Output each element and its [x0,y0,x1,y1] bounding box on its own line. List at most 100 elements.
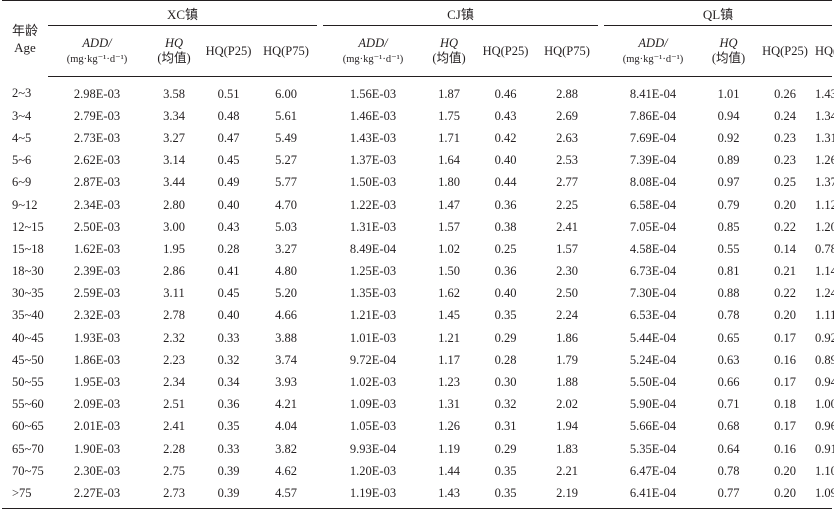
ql-hq-p25-cell: 0.18 [774,397,796,412]
ql-hq-p25-cell: 0.23 [774,153,796,168]
cj-add-cell: 1.31E-03 [349,219,397,234]
xc-hq-mean-cell: 3.14 [163,153,185,168]
ql-add-cell: 7.69E-04 [629,130,677,145]
ql-hq-p25-cell: 0.16 [774,441,796,456]
cj-add-cell: 9.72E-04 [349,352,397,367]
xc-add-cell: 1.62E-03 [73,241,121,256]
table-body: 2~3 2.98E-03 3.58 0.51 6.00 1.56E-03 1.87 0.46 2… [2,77,834,509]
xc-hq-p25-cell: 0.49 [217,175,240,190]
ql-hq-p75-cell: 0.78 [815,241,834,256]
xc-hq-p75-cell: 4.21 [275,397,297,412]
xc-hq-p75-cell: 4.04 [275,419,297,434]
xc-hq-p25-cell: 0.40 [217,197,240,212]
xc-hq-p75-header: HQ(P75) [255,25,317,77]
cj-hq-p75-cell: 1.88 [556,375,578,390]
ql-add-cell: 5.24E-04 [629,352,677,367]
age-cell: 35~40 [12,308,44,323]
ql-hq-p75-cell: 0.92 [815,330,834,345]
xc-hq-mean-cell: 2.75 [163,463,185,478]
xc-hq-p75-cell: 4.70 [275,197,297,212]
cj-add-cell: 1.46E-03 [349,108,397,123]
table-row: 50~55 1.95E-03 2.34 0.34 3.93 1.02E-03 1.23 0.3… [2,371,834,393]
cj-hq-mean-cell: 1.23 [438,375,460,390]
xc-hq-mean-cell: 3.44 [163,175,185,190]
xc-hq-p75-cell: 3.74 [275,352,297,367]
group-cj: CJ镇 [323,1,598,26]
cj-hq-mean-cell: 1.87 [438,86,460,101]
cj-add-cell: 1.21E-03 [349,308,397,323]
ql-hq-p25-cell: 0.14 [774,241,796,256]
xc-hq-mean-cell: 3.00 [163,219,185,234]
age-cell: 9~12 [12,197,38,212]
ql-add-cell: 6.58E-04 [629,197,677,212]
table-row: 45~50 1.86E-03 2.23 0.32 3.74 9.72E-04 1.17 0.2… [2,349,834,371]
ql-hq-p25-cell: 0.20 [774,308,796,323]
cj-hq-p75-cell: 1.57 [556,241,578,256]
xc-hq-p75-cell: 5.03 [275,219,297,234]
xc-add-cell: 2.87E-03 [73,175,121,190]
cj-hq-p75-cell: 2.88 [556,86,578,101]
xc-hq-p25-cell: 0.39 [202,482,255,509]
xc-hq-p75-cell: 3.27 [275,241,297,256]
cj-hq-p25-cell: 0.43 [494,108,517,123]
xc-add-cell: 2.09E-03 [73,397,121,412]
cj-hq-p25-cell: 0.46 [494,86,517,101]
ql-hq-p25-cell: 0.20 [774,463,796,478]
ql-add-cell: 7.39E-04 [629,153,677,168]
ql-add-cell: 6.41E-04 [604,482,702,509]
ql-add-header: ADD/(mg·kg⁻¹·d⁻¹) [604,25,702,77]
age-cell: 18~30 [12,264,44,279]
xc-hq-mean-cell: 3.27 [163,130,185,145]
cj-hq-p75-cell: 2.25 [556,197,578,212]
xc-add-cell: 2.98E-03 [73,86,121,101]
group-ql: QL镇 [604,1,832,26]
cj-hq-p25-cell: 0.25 [494,241,517,256]
cj-hq-p75-cell: 2.21 [556,463,578,478]
xc-hq-p75-cell: 3.82 [275,441,297,456]
cj-hq-p25-cell: 0.36 [494,197,517,212]
table-row: 15~18 1.62E-03 1.95 0.28 3.27 8.49E-04 1.02 0.2… [2,238,834,260]
ql-add-cell: 7.05E-04 [629,219,677,234]
cj-hq-mean-cell: 1.45 [438,308,460,323]
ql-add-cell: 6.53E-04 [629,308,677,323]
ql-add-cell: 8.08E-04 [629,175,677,190]
cj-hq-p75-header: HQ(P75) [536,25,598,77]
xc-hq-mean-header: HQ (均值) [146,25,202,77]
xc-hq-mean-cell: 3.58 [163,86,185,101]
ql-add-cell: 8.41E-04 [629,86,677,101]
cj-hq-p75-cell: 2.02 [556,397,578,412]
xc-add-cell: 2.79E-03 [73,108,121,123]
ql-hq-mean-cell: 0.94 [717,108,740,123]
xc-hq-p75-cell: 5.20 [275,286,297,301]
ql-add-cell: 6.47E-04 [629,463,677,478]
xc-hq-mean-cell: 2.51 [163,397,185,412]
xc-hq-p75-cell: 5.49 [275,130,297,145]
ql-add-cell: 5.90E-04 [629,397,677,412]
ql-hq-mean-cell: 1.01 [717,86,740,101]
cj-hq-p25-cell: 0.35 [494,463,517,478]
cj-hq-mean-cell: 1.21 [438,330,460,345]
xc-add-cell: 1.95E-03 [73,375,121,390]
cj-hq-mean-cell: 1.19 [438,441,460,456]
ql-hq-mean-cell: 0.79 [717,197,740,212]
ql-hq-p75-cell: 1.10 [815,463,834,478]
cj-add-cell: 1.19E-03 [323,482,423,509]
xc-hq-mean-cell: 2.80 [163,197,185,212]
cj-hq-p75-cell: 2.24 [556,308,578,323]
cj-hq-mean-cell: 1.71 [438,130,460,145]
ql-hq-p75-cell: 0.96 [815,419,834,434]
cj-hq-mean-cell: 1.44 [438,463,460,478]
cj-hq-p25-cell: 0.31 [494,419,517,434]
cj-hq-mean-cell: 1.80 [438,175,460,190]
ql-hq-p25-cell: 0.16 [774,352,796,367]
cj-add-cell: 8.49E-04 [349,241,397,256]
xc-hq-p25-cell: 0.40 [217,308,240,323]
cj-hq-p25-cell: 0.42 [494,130,517,145]
xc-add-header: ADD/(mg·kg⁻¹·d⁻¹) [48,25,146,77]
age-cell: 40~45 [12,330,44,345]
table-row: 40~45 1.93E-03 2.32 0.33 3.88 1.01E-03 1.21 0.2… [2,327,834,349]
ql-hq-mean-header: HQ (均值) [702,25,755,77]
cj-hq-mean-cell: 1.17 [438,352,460,367]
xc-hq-mean-cell: 2.78 [163,308,185,323]
xc-hq-p25-cell: 0.39 [217,463,240,478]
